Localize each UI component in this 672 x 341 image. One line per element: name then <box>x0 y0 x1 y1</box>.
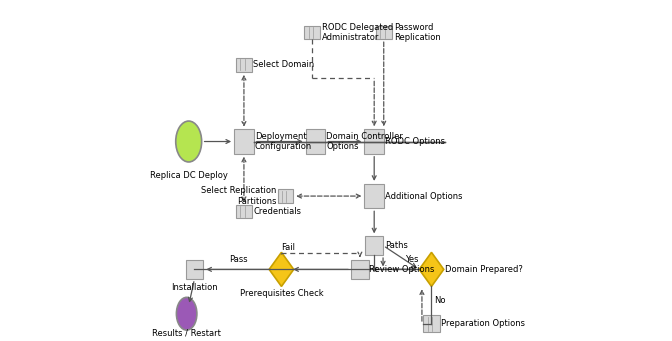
Bar <box>234 129 254 154</box>
Text: Pass: Pass <box>229 255 247 264</box>
Bar <box>236 205 252 218</box>
Bar <box>304 26 320 39</box>
Text: Additional Options: Additional Options <box>385 192 462 201</box>
Bar <box>236 58 252 72</box>
Text: Replica DC Deploy: Replica DC Deploy <box>150 170 228 179</box>
Text: Select Domain: Select Domain <box>253 60 314 69</box>
Text: Password
Replication: Password Replication <box>394 23 440 42</box>
Bar <box>423 315 440 332</box>
Bar <box>185 260 204 279</box>
Text: Paths: Paths <box>385 241 408 250</box>
Bar <box>376 26 392 39</box>
Text: Domain Controller
Options: Domain Controller Options <box>327 132 403 151</box>
Ellipse shape <box>176 121 202 162</box>
Text: RODC Options: RODC Options <box>385 137 445 146</box>
Bar <box>366 236 383 255</box>
Text: Fail: Fail <box>282 243 296 252</box>
Text: Yes: Yes <box>405 255 419 264</box>
Text: Credentials: Credentials <box>253 207 301 216</box>
Text: Select Replication
Partitions: Select Replication Partitions <box>202 187 277 206</box>
Text: Preparation Options: Preparation Options <box>441 320 525 328</box>
Bar <box>364 184 384 208</box>
Text: Review Options: Review Options <box>370 265 435 274</box>
Text: RODC Delegated
Administrator: RODC Delegated Administrator <box>322 23 393 42</box>
Bar <box>351 260 369 279</box>
Bar <box>306 129 325 154</box>
Bar <box>364 129 384 154</box>
Text: Results / Restart: Results / Restart <box>152 328 221 337</box>
Bar <box>278 189 294 203</box>
Polygon shape <box>269 252 294 286</box>
Text: Deployment
Configuration: Deployment Configuration <box>255 132 312 151</box>
Text: No: No <box>434 296 446 305</box>
Polygon shape <box>419 252 444 286</box>
Text: Prerequisites Check: Prerequisites Check <box>240 289 323 298</box>
Text: Domain Prepared?: Domain Prepared? <box>445 265 523 274</box>
Ellipse shape <box>177 297 197 330</box>
Text: Installation: Installation <box>171 283 218 292</box>
